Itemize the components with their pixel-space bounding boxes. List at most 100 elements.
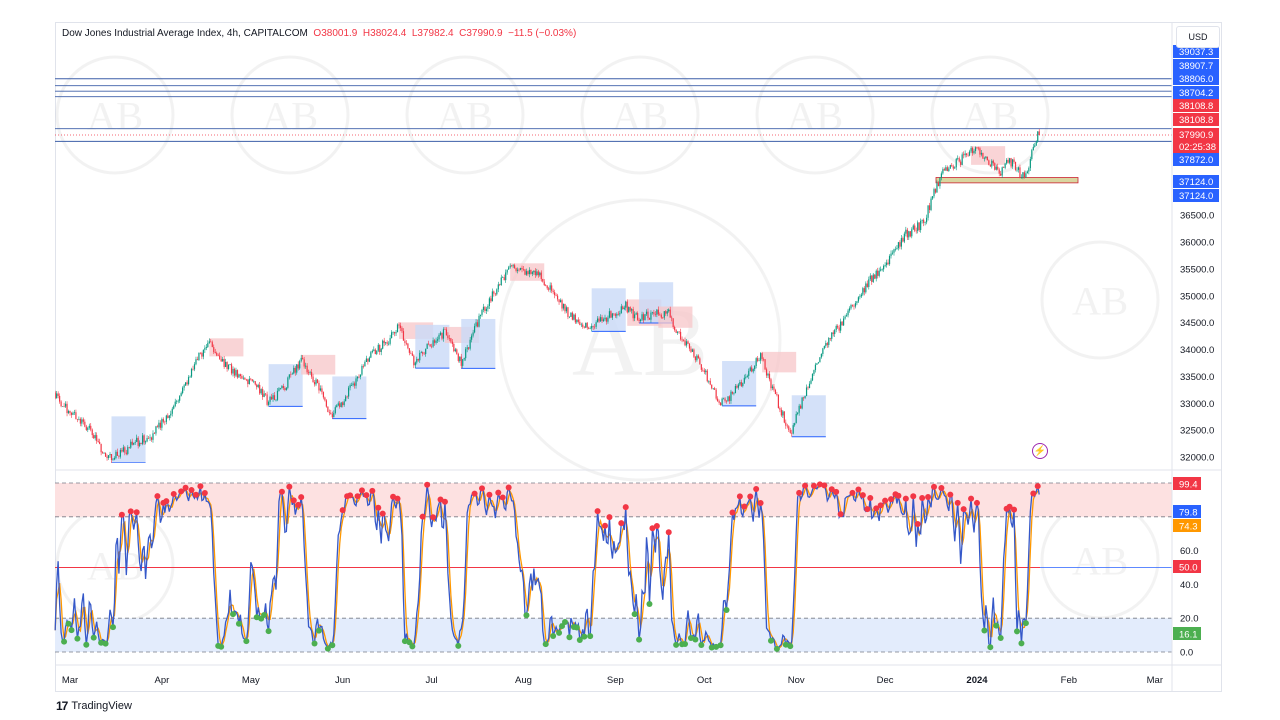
candle-body bbox=[456, 349, 458, 355]
overbought-dot bbox=[369, 487, 376, 494]
candle-body bbox=[688, 343, 691, 349]
candle-body bbox=[433, 340, 436, 343]
oversold-dot bbox=[787, 643, 794, 650]
overbought-dot bbox=[278, 488, 285, 495]
candle-body bbox=[371, 350, 373, 353]
price-level-label-bg bbox=[1173, 86, 1219, 99]
candle-body bbox=[657, 309, 659, 315]
price-level-label: 38806.0 bbox=[1179, 74, 1213, 85]
candle-body bbox=[99, 441, 101, 444]
candle-body bbox=[296, 364, 298, 373]
candle-body bbox=[379, 344, 381, 353]
candle-body bbox=[459, 356, 461, 361]
candle-body bbox=[423, 353, 425, 355]
candle-body bbox=[933, 189, 935, 197]
candle-body bbox=[134, 441, 136, 443]
candle-body bbox=[216, 352, 218, 356]
candle-body bbox=[946, 167, 948, 172]
candle-body bbox=[813, 370, 815, 374]
candle-body bbox=[223, 358, 225, 367]
candle-body bbox=[186, 382, 188, 385]
candle-body bbox=[346, 396, 348, 398]
oscillator-tick-label: 20.0 bbox=[1180, 614, 1199, 625]
candle-body bbox=[979, 148, 981, 155]
time-tick-label: 2024 bbox=[966, 675, 988, 686]
candle-body bbox=[342, 402, 344, 406]
candle-body bbox=[980, 152, 983, 155]
lightning-icon[interactable]: ⚡ bbox=[1032, 443, 1048, 459]
candle-body bbox=[385, 342, 387, 344]
tradingview-logo[interactable]: 17 TradingView bbox=[56, 699, 132, 713]
candle-body bbox=[717, 398, 719, 402]
overbought-dot bbox=[505, 484, 512, 491]
candle-body bbox=[792, 425, 794, 434]
candle-body bbox=[210, 341, 212, 343]
candle-body bbox=[905, 229, 907, 234]
oversold-dot bbox=[61, 638, 68, 645]
candle-body bbox=[591, 325, 593, 329]
watermark-logo bbox=[755, 55, 875, 175]
candle-body bbox=[522, 269, 525, 270]
candle-body bbox=[500, 277, 502, 285]
candle-body bbox=[764, 359, 766, 370]
price-level-label-bg bbox=[1173, 45, 1219, 58]
overbought-dot bbox=[802, 482, 809, 489]
time-tick-label: Mar bbox=[62, 675, 78, 686]
candle-body bbox=[494, 293, 496, 295]
oversold-dot bbox=[576, 637, 583, 644]
candle-body bbox=[130, 441, 132, 448]
watermark-text: AB bbox=[1072, 279, 1128, 324]
currency-button[interactable]: USD bbox=[1176, 26, 1220, 48]
candle-body bbox=[374, 349, 376, 355]
candle-body bbox=[260, 389, 262, 394]
candle-body bbox=[57, 393, 59, 396]
candle-body bbox=[571, 312, 573, 320]
candle-body bbox=[611, 313, 614, 318]
overbought-dot bbox=[354, 493, 361, 500]
candle-body bbox=[656, 309, 658, 315]
candle-body bbox=[727, 396, 729, 402]
candle-body bbox=[619, 313, 621, 315]
candle-body bbox=[88, 425, 90, 428]
candle-body bbox=[844, 316, 846, 319]
candle-body bbox=[460, 356, 462, 366]
candle-body bbox=[721, 398, 723, 406]
candle-body bbox=[475, 322, 477, 327]
candle-body bbox=[616, 313, 618, 316]
candle-body bbox=[164, 421, 166, 423]
candle-body bbox=[310, 372, 313, 377]
candle-body bbox=[345, 396, 347, 402]
candle-body bbox=[634, 314, 636, 319]
overbought-dot bbox=[298, 494, 305, 501]
overbought-dot bbox=[133, 509, 140, 516]
candle-body bbox=[601, 317, 603, 322]
candle-body bbox=[608, 311, 611, 318]
candle-body bbox=[779, 408, 781, 410]
candle-body bbox=[722, 398, 725, 400]
oversold-dot bbox=[566, 634, 573, 641]
overbought-dot bbox=[188, 487, 195, 494]
candle-body bbox=[957, 158, 959, 159]
candle-body bbox=[561, 300, 563, 309]
candle-body bbox=[367, 358, 369, 362]
overbought-band bbox=[55, 483, 1172, 517]
candle-body bbox=[1014, 161, 1017, 170]
overbought-dot bbox=[821, 482, 828, 489]
candle-body bbox=[928, 205, 931, 210]
candle-body bbox=[573, 314, 575, 320]
overbought-dot bbox=[486, 491, 493, 498]
candle-body bbox=[794, 423, 796, 426]
oversold-dot bbox=[1018, 640, 1025, 647]
candle-body bbox=[632, 309, 634, 319]
candle-body bbox=[182, 387, 184, 394]
candle-body bbox=[411, 353, 413, 356]
oscillator-tick-label: 60.0 bbox=[1180, 546, 1199, 557]
oversold-dot bbox=[673, 641, 680, 648]
candle-body bbox=[592, 325, 594, 327]
candle-body bbox=[478, 315, 480, 327]
candle-body bbox=[1034, 145, 1036, 147]
oscillator-value-label: 99.4 bbox=[1179, 480, 1198, 491]
candle-body bbox=[908, 231, 910, 238]
candle-body bbox=[72, 412, 74, 415]
